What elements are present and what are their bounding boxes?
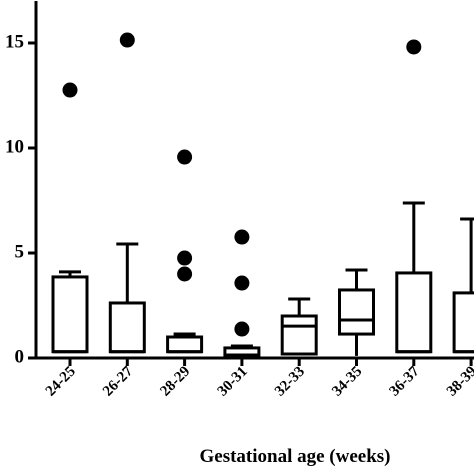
outlier <box>406 39 422 55</box>
outlier <box>234 321 250 337</box>
box <box>108 301 146 354</box>
y-tick-label: 15 <box>5 31 24 52</box>
y-tick-label: 0 <box>15 346 25 367</box>
outlier <box>62 82 78 98</box>
outlier <box>234 275 250 291</box>
box <box>51 275 89 354</box>
x-axis-title: Gestational age (weeks) <box>199 446 390 467</box>
x-tick-label: 34-35 <box>329 364 365 400</box>
x-tick-label: 28-29 <box>157 364 193 400</box>
box <box>280 314 318 356</box>
x-tick-label: 38-39 <box>444 364 474 400</box>
box <box>395 271 433 354</box>
outlier <box>177 250 193 266</box>
outlier <box>119 32 135 48</box>
x-tick-label: 26-27 <box>100 363 136 399</box>
x-tick-label: 30-31 <box>215 364 251 400</box>
outlier <box>234 229 250 245</box>
y-tick-label: 5 <box>15 241 25 262</box>
x-tick-label: 24-25 <box>43 364 79 400</box>
box <box>338 288 375 336</box>
box <box>166 335 204 354</box>
outlier <box>177 149 193 165</box>
box <box>452 291 474 354</box>
x-tick-label: 36-37 <box>387 363 423 399</box>
outlier <box>177 266 193 282</box>
y-tick-label: 10 <box>5 136 24 157</box>
x-tick-label: 32-33 <box>272 364 308 400</box>
